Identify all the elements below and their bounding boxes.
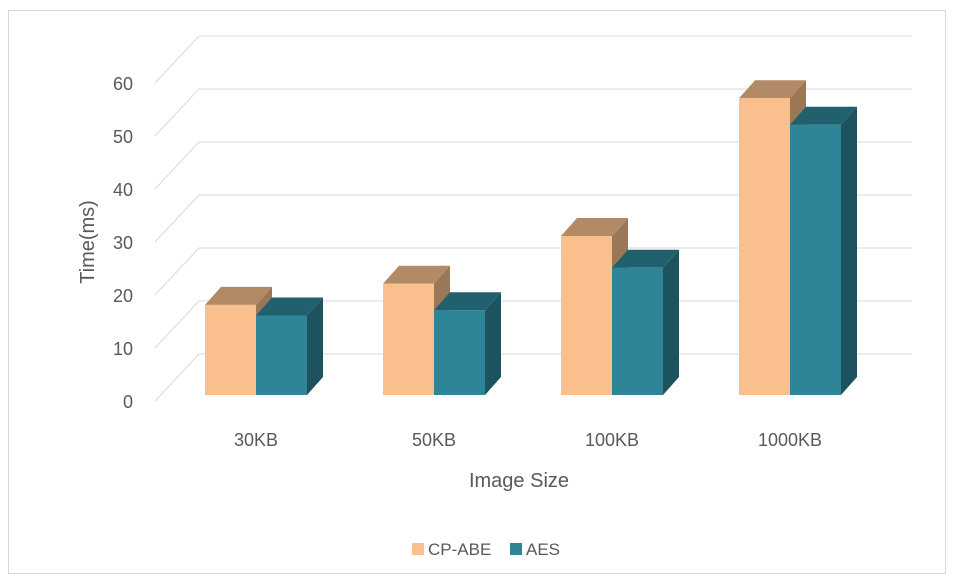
y-tick-label: 20 <box>113 286 133 306</box>
legend-swatch <box>510 543 522 555</box>
bar-side-face <box>663 249 679 395</box>
legend-label: AES <box>526 540 560 559</box>
y-tick-label: 30 <box>113 233 133 253</box>
bar-aes-50kb <box>434 292 501 395</box>
bar-top-face <box>205 286 272 305</box>
bar-top-face <box>561 218 628 236</box>
bar-aes-100kb <box>612 249 679 395</box>
bar-top-face <box>256 297 323 316</box>
bar-top-face <box>383 265 450 284</box>
x-tick-label: 50KB <box>412 430 456 450</box>
bar-front-face <box>561 236 612 395</box>
gridline <box>154 88 912 137</box>
bar-front-face <box>739 98 790 395</box>
x-tick-label: 30KB <box>234 430 278 450</box>
bar-top-face <box>434 292 501 311</box>
gridline <box>154 35 912 84</box>
bar-front-face <box>790 124 841 395</box>
bar-aes-1000kb <box>790 106 857 395</box>
gridline <box>154 194 912 243</box>
legend-swatch <box>412 543 424 555</box>
y-axis-tick-labels: 0 10 20 30 40 50 60 <box>113 74 133 412</box>
gridline <box>154 247 912 296</box>
y-axis-label: Time(ms) <box>77 200 99 284</box>
bar-front-face <box>612 267 663 395</box>
bar-front-face <box>205 304 256 395</box>
y-tick-label: 40 <box>113 180 133 200</box>
legend: CP-ABE AES <box>412 540 560 559</box>
bar-top-face <box>790 106 857 125</box>
bar-side-face <box>841 106 857 395</box>
bar-front-face <box>383 283 434 395</box>
bar-front-face <box>256 315 307 395</box>
y-tick-label: 50 <box>113 127 133 147</box>
y-tick-label: 0 <box>123 392 133 412</box>
legend-label: CP-ABE <box>428 540 491 559</box>
y-tick-label: 10 <box>113 339 133 359</box>
x-axis-tick-labels: 30KB 50KB 100KB 1000KB <box>234 430 822 450</box>
bars <box>205 80 857 395</box>
bar-front-face <box>434 310 485 395</box>
gridline <box>154 141 912 190</box>
legend-item-cp-abe: CP-ABE <box>412 540 491 559</box>
x-tick-label: 1000KB <box>758 430 822 450</box>
bar-side-face <box>307 297 323 395</box>
x-axis-label: Image Size <box>469 470 569 492</box>
y-tick-label: 60 <box>113 74 133 94</box>
bar-top-face <box>739 80 806 99</box>
x-tick-label: 100KB <box>585 430 639 450</box>
bar-top-face <box>612 249 679 268</box>
bar-side-face <box>485 292 501 395</box>
bar-aes-30kb <box>256 297 323 395</box>
legend-item-aes: AES <box>510 540 560 559</box>
